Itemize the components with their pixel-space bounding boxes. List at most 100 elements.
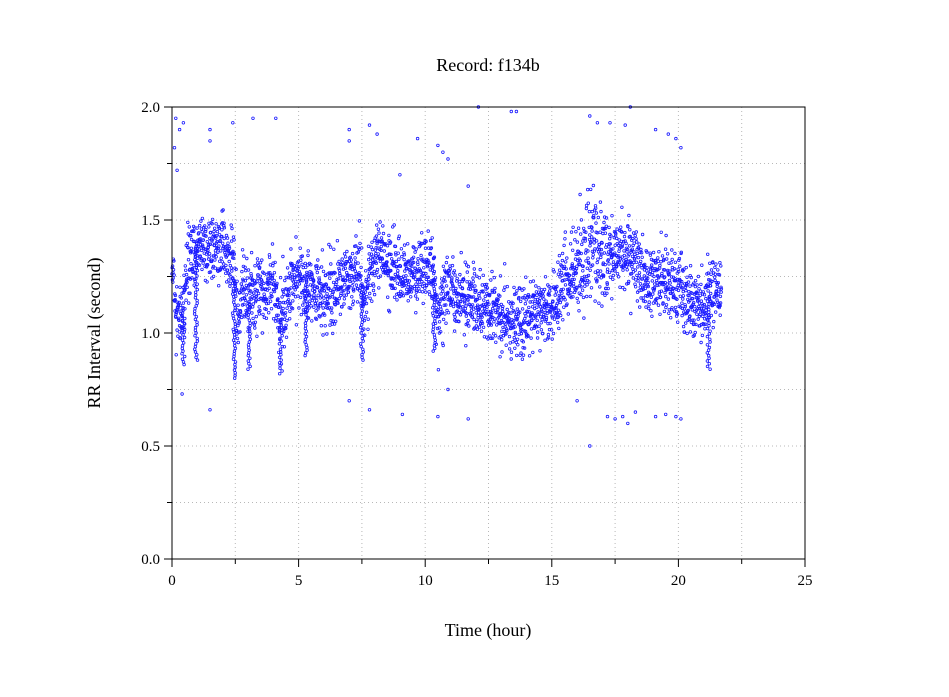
rr-point — [525, 315, 528, 318]
rr-point — [559, 311, 562, 314]
rr-point — [332, 291, 335, 294]
rr-point — [372, 289, 375, 292]
rr-point — [464, 307, 467, 310]
rr-point — [246, 277, 249, 280]
rr-outlier-point — [348, 400, 351, 403]
rr-point — [501, 351, 504, 354]
rr-point — [708, 322, 711, 325]
rr-point — [451, 264, 454, 267]
rr-point — [244, 269, 247, 272]
rr-point — [250, 275, 253, 278]
rr-point — [461, 306, 464, 309]
rr-point — [304, 287, 307, 290]
rr-point — [715, 263, 718, 266]
rr-point — [233, 355, 236, 358]
rr-outlier-point — [467, 185, 470, 188]
rr-point — [434, 342, 437, 345]
rr-point — [564, 299, 567, 302]
rr-point — [339, 313, 342, 316]
rr-point — [387, 274, 390, 277]
rr-point — [250, 251, 253, 254]
rr-point — [589, 188, 592, 191]
rr-point — [532, 280, 535, 283]
rr-point — [707, 314, 710, 317]
rr-point — [474, 285, 477, 288]
rr-point — [557, 261, 560, 264]
rr-point — [278, 356, 281, 359]
rr-point — [719, 314, 722, 317]
rr-point — [440, 308, 443, 311]
rr-point — [433, 336, 436, 339]
rr-point — [594, 248, 597, 251]
rr-point — [383, 250, 386, 253]
rr-point — [573, 285, 576, 288]
rr-point — [418, 287, 421, 290]
rr-point — [475, 289, 478, 292]
rr-point — [221, 229, 224, 232]
rr-point — [446, 256, 449, 259]
rr-point — [514, 326, 517, 329]
rr-point — [577, 301, 580, 304]
rr-point — [351, 296, 354, 299]
rr-point — [234, 309, 237, 312]
rr-point — [398, 235, 401, 238]
rr-point — [640, 248, 643, 251]
rr-outlier-point — [416, 137, 419, 140]
rr-point — [578, 310, 581, 313]
rr-point — [522, 341, 525, 344]
rr-point — [331, 312, 334, 315]
rr-point — [714, 273, 717, 276]
rr-point — [564, 261, 567, 264]
rr-point — [206, 240, 209, 243]
rr-point — [360, 324, 363, 327]
rr-outlier-point — [680, 418, 683, 421]
rr-point — [173, 260, 176, 263]
rr-point — [494, 335, 497, 338]
rr-point — [401, 255, 404, 258]
rr-point — [194, 318, 197, 321]
y-axis: 0.00.51.01.52.0 — [141, 100, 172, 568]
rr-point — [608, 271, 611, 274]
rr-point — [583, 281, 586, 284]
rr-point — [619, 226, 622, 229]
rr-point — [304, 262, 307, 265]
rr-point — [333, 248, 336, 251]
rr-outlier-point — [609, 122, 612, 125]
chart-title: Record: f134b — [436, 55, 539, 75]
rr-point — [428, 291, 431, 294]
rr-outlier-point — [209, 140, 212, 143]
rr-point — [612, 248, 615, 251]
rr-point — [669, 270, 672, 273]
rr-point — [213, 227, 216, 230]
rr-point — [318, 279, 321, 282]
rr-point — [539, 315, 542, 318]
rr-point — [553, 271, 556, 274]
rr-point — [648, 301, 651, 304]
rr-point — [589, 295, 592, 298]
rr-point — [563, 265, 566, 268]
rr-point — [355, 284, 358, 287]
rr-point — [655, 302, 658, 305]
rr-point — [671, 258, 674, 261]
rr-point — [505, 344, 508, 347]
rr-point — [577, 227, 580, 230]
rr-point — [393, 224, 396, 227]
rr-point — [623, 288, 626, 291]
rr-point — [396, 272, 399, 275]
rr-point — [375, 235, 378, 238]
x-tick-label: 0 — [168, 573, 176, 589]
rr-point — [641, 233, 644, 236]
rr-point — [190, 247, 193, 250]
rr-point — [172, 268, 175, 271]
rr-point — [634, 234, 637, 237]
rr-point — [259, 261, 262, 264]
rr-point — [285, 336, 288, 339]
rr-point — [276, 282, 279, 285]
rr-point — [440, 293, 443, 296]
rr-point — [650, 264, 653, 267]
rr-point — [360, 275, 363, 278]
rr-point — [330, 263, 333, 266]
rr-point — [249, 303, 252, 306]
rr-point — [232, 339, 235, 342]
rr-point — [482, 326, 485, 329]
